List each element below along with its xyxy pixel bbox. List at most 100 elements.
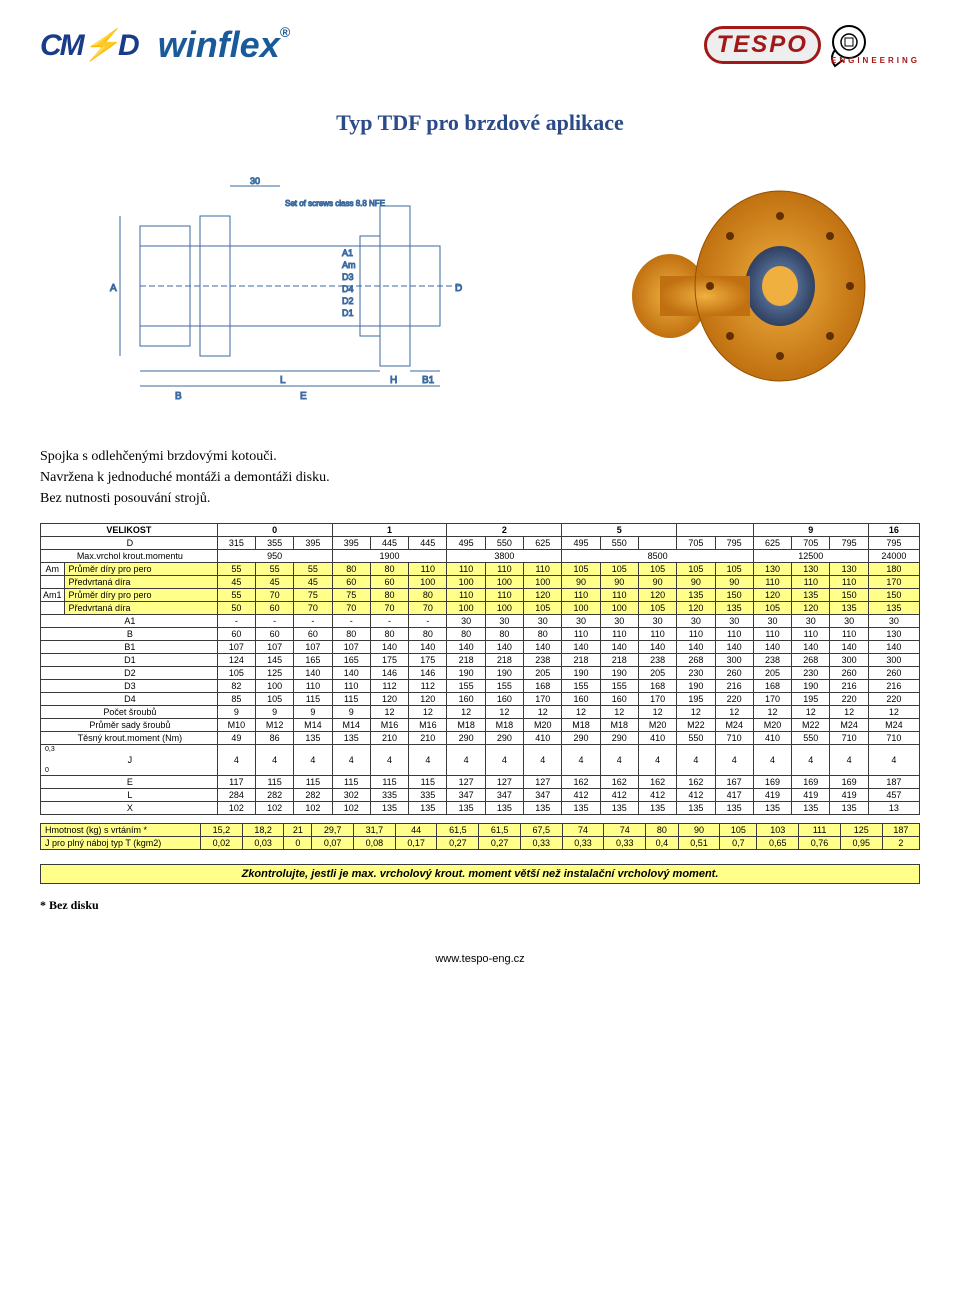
row-label: Max.vrchol krout.momentu (41, 550, 218, 563)
cell: 30 (753, 615, 791, 628)
cell: 155 (562, 680, 600, 693)
cell: 4 (677, 745, 715, 776)
cell: M10 (217, 719, 255, 732)
cell: - (332, 615, 370, 628)
cell: 155 (485, 680, 523, 693)
cell: 130 (792, 563, 830, 576)
cell: 187 (882, 824, 919, 837)
cell: 170 (868, 576, 919, 589)
cmd-logo: CM⚡D (40, 28, 138, 63)
cell: 100 (255, 680, 293, 693)
size-0: 0 (217, 524, 332, 537)
descr-line-1: Spojka s odlehčenými brzdovými kotouči. (40, 446, 920, 467)
cell: - (255, 615, 293, 628)
table-row: A1------303030303030303030303030 (41, 615, 920, 628)
cell: M16 (409, 719, 447, 732)
table-row: X102102102102135135135135135135135135135… (41, 802, 920, 815)
cell: 457 (868, 789, 919, 802)
cell: 12 (868, 706, 919, 719)
cell: M24 (715, 719, 753, 732)
svg-text:H: H (390, 375, 397, 386)
cell: 135 (638, 802, 676, 815)
cell: 140 (294, 667, 332, 680)
svg-text:A: A (110, 283, 117, 294)
cell: 12 (830, 706, 868, 719)
cell: 268 (792, 654, 830, 667)
cell: 162 (600, 776, 638, 789)
cell: 80 (485, 628, 523, 641)
cell: 127 (524, 776, 562, 789)
cell: 140 (677, 641, 715, 654)
cell: 218 (562, 654, 600, 667)
table-row: E117115115115115115127127127162162162162… (41, 776, 920, 789)
cell: 110 (677, 628, 715, 641)
cell: 412 (600, 789, 638, 802)
table-row: D315355395395445445495550625495550705795… (41, 537, 920, 550)
cell: 111 (799, 824, 841, 837)
cell: 410 (638, 732, 676, 745)
table-row: D210512514014014614619019020519019020523… (41, 667, 920, 680)
cell: 0,33 (562, 837, 604, 850)
cell: 410 (524, 732, 562, 745)
cell: 100 (562, 602, 600, 615)
cell: 135 (485, 802, 523, 815)
cell: 282 (294, 789, 332, 802)
cell: 412 (638, 789, 676, 802)
cell: 284 (217, 789, 255, 802)
cell: 190 (562, 667, 600, 680)
cell: 170 (524, 693, 562, 706)
row-label: D3 (41, 680, 218, 693)
cell: 795 (830, 537, 868, 550)
cell: 190 (600, 667, 638, 680)
cell: 30 (868, 615, 919, 628)
footnote: * Bez disku (40, 898, 920, 913)
spec-table: VELIKOST 0 1 2 5 9 16 D31535539539544544… (40, 523, 920, 815)
cell: 115 (255, 776, 293, 789)
cell: 60 (217, 628, 255, 641)
cell: M18 (600, 719, 638, 732)
cell: 135 (677, 589, 715, 602)
cell: 110 (562, 589, 600, 602)
cell: 0,95 (840, 837, 882, 850)
cell: 30 (485, 615, 523, 628)
cell: 120 (409, 693, 447, 706)
size-16: 16 (868, 524, 919, 537)
cell: 419 (792, 789, 830, 802)
technical-drawing: A B E L H B1 30 Set of screws class 8.8 … (80, 156, 500, 416)
cell: 67,5 (520, 824, 562, 837)
cell: 120 (370, 693, 408, 706)
cell: 80 (646, 824, 678, 837)
descr-line-3: Bez nutnosti posouvání strojů. (40, 488, 920, 509)
cell: 105 (638, 602, 676, 615)
cell: 70 (409, 602, 447, 615)
cell: 135 (447, 802, 485, 815)
cell: M24 (830, 719, 868, 732)
cell: 0,27 (479, 837, 521, 850)
cell: 135 (562, 802, 600, 815)
row-label: L (41, 789, 218, 802)
cell: 795 (868, 537, 919, 550)
cell: 140 (447, 641, 485, 654)
cell: M20 (524, 719, 562, 732)
cell: 80 (332, 628, 370, 641)
cell: 60 (255, 628, 293, 641)
table-row: L284282282302335335347347347412412412412… (41, 789, 920, 802)
cell: 9 (255, 706, 293, 719)
descr-line-2: Navržena k jednoduché montáži a demontáž… (40, 467, 920, 488)
row-label: D4 (41, 693, 218, 706)
size-9: 9 (753, 524, 868, 537)
cell: 315 (217, 537, 255, 550)
cell: 12 (792, 706, 830, 719)
side-label (41, 576, 65, 589)
cell: 710 (830, 732, 868, 745)
cell: 205 (753, 667, 791, 680)
cell: M22 (792, 719, 830, 732)
cell: 12 (562, 706, 600, 719)
cell: 170 (753, 693, 791, 706)
svg-text:E: E (300, 391, 307, 402)
cell: 107 (217, 641, 255, 654)
cell: 45 (255, 576, 293, 589)
row-label: Průměr díry pro pero (64, 589, 217, 602)
cell: 100 (447, 602, 485, 615)
cell: 218 (447, 654, 485, 667)
